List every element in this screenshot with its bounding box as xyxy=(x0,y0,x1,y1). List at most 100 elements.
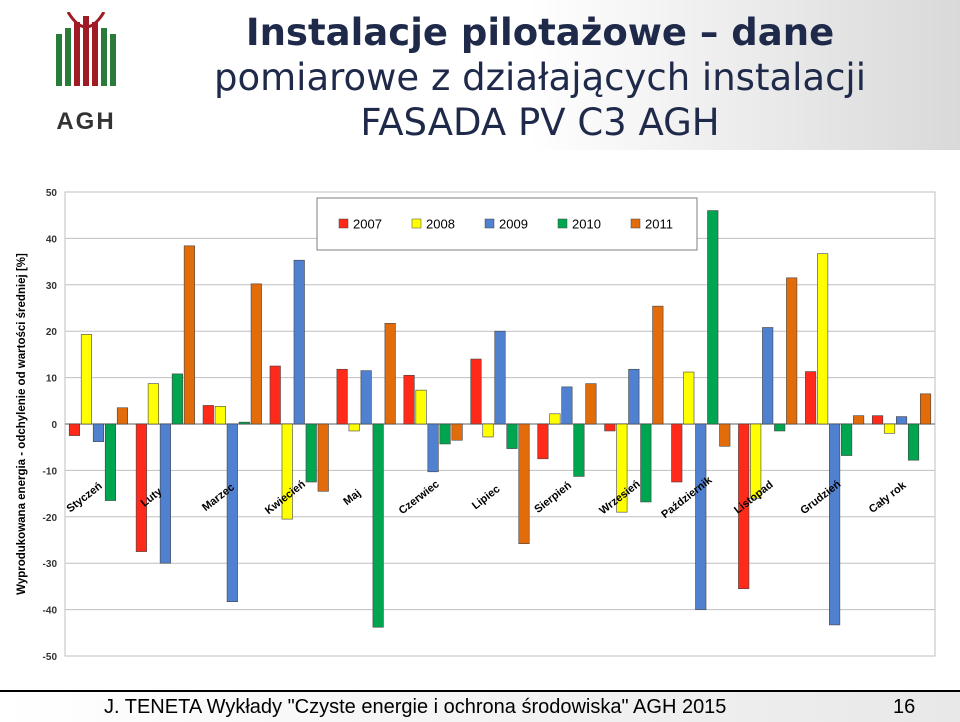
bar-2011 xyxy=(183,245,195,425)
agh-logo: AGH xyxy=(50,11,122,137)
bar-2007 xyxy=(604,423,616,432)
y-tick-label: 0 xyxy=(51,420,57,431)
bar-2007 xyxy=(871,415,884,425)
bar-2007 xyxy=(537,423,549,460)
bar-2009 xyxy=(494,330,506,425)
bar-2008 xyxy=(482,423,494,438)
title-line-2: pomiarowe z działających instalacji xyxy=(214,56,866,99)
bar-2011 xyxy=(451,423,463,441)
bar-2007 xyxy=(403,374,415,425)
bar-2010 xyxy=(506,423,518,449)
bar-2009 xyxy=(561,386,573,425)
legend-label-2011: 2011 xyxy=(645,217,673,232)
bar-2008 xyxy=(80,334,93,425)
bar-2011 xyxy=(719,423,731,447)
bar-2008 xyxy=(750,423,762,499)
page-number: 16 xyxy=(893,696,916,718)
bar-2009 xyxy=(427,423,439,473)
footer-text: J. TENETA Wykłady "Czyste energie i ochr… xyxy=(104,696,727,718)
legend-swatch-2007 xyxy=(338,218,349,229)
bar-2007 xyxy=(68,423,81,436)
y-tick-label: 10 xyxy=(46,374,58,385)
bar-2010 xyxy=(372,423,384,628)
bar-2009 xyxy=(628,368,640,425)
bar-2007 xyxy=(135,423,147,552)
legend-label-2008: 2008 xyxy=(426,217,455,232)
bar-2008 xyxy=(883,423,896,434)
bar-2008 xyxy=(817,253,829,425)
bar-2011 xyxy=(518,423,530,545)
bar-2011 xyxy=(384,323,396,425)
bar-2008 xyxy=(281,423,293,520)
bar-2010 xyxy=(907,423,920,461)
bar-2009 xyxy=(762,327,774,425)
bar-2008 xyxy=(214,406,226,425)
legend-swatch-2011 xyxy=(630,218,641,229)
y-tick-label: -20 xyxy=(43,513,58,524)
bar-2009 xyxy=(293,259,305,425)
bar-2011 xyxy=(116,407,129,425)
y-tick-label: -30 xyxy=(43,559,58,570)
bar-2007 xyxy=(336,368,348,425)
y-tick-label: -10 xyxy=(43,466,58,477)
bar-2011 xyxy=(853,415,865,425)
bar-2007 xyxy=(738,423,750,590)
bar-2011 xyxy=(919,393,932,425)
bar-2010 xyxy=(774,423,786,432)
bar-2009 xyxy=(829,423,841,626)
bar-2011 xyxy=(786,277,798,425)
bar-2010 xyxy=(171,373,183,425)
agh-logo-mark xyxy=(56,11,116,86)
bar-2010 xyxy=(238,421,250,425)
slide-footer xyxy=(0,690,960,722)
legend-label-2010: 2010 xyxy=(572,217,601,232)
bar-2007 xyxy=(269,365,281,425)
y-tick-label: 40 xyxy=(46,234,58,245)
bar-2010 xyxy=(841,423,853,456)
bar-2009 xyxy=(360,370,372,425)
bar-2011 xyxy=(585,383,597,425)
slide-header xyxy=(0,0,960,150)
legend-swatch-2010 xyxy=(557,218,568,229)
bar-2008 xyxy=(147,383,159,425)
bar-2010 xyxy=(305,423,317,483)
slide-title: Instalacje pilotażowe – dane pomiarowe z… xyxy=(140,10,940,145)
title-line-1: Instalacje pilotażowe – dane xyxy=(245,11,835,54)
bar-2009 xyxy=(226,423,238,603)
bar-2009 xyxy=(695,423,707,610)
y-tick-label: 20 xyxy=(46,327,58,338)
bar-2011 xyxy=(652,305,664,425)
bar-2011 xyxy=(317,423,329,492)
bar-2009 xyxy=(895,416,908,425)
bar-2008 xyxy=(683,371,695,425)
y-tick-label: -40 xyxy=(43,606,58,617)
bar-2008 xyxy=(616,423,628,513)
y-tick-label: 50 xyxy=(46,188,58,199)
title-line-3: FASADA PV C3 AGH xyxy=(360,101,720,144)
bar-2007 xyxy=(470,358,482,425)
bar-2011 xyxy=(250,283,262,425)
y-axis-label: Wyprodukowana energia - odchylenie od wa… xyxy=(16,253,28,595)
legend-swatch-2009 xyxy=(484,218,495,229)
bar-chart: -50 -40 -30 -20 -10 0 10 20 30 40 50 Wyprodukowana … xyxy=(16,188,936,663)
bar-2007 xyxy=(805,371,817,425)
bar-2010 xyxy=(707,210,719,425)
logo-text: AGH xyxy=(56,108,116,135)
bar-2008 xyxy=(549,413,561,425)
chart-area: -50 -40 -30 -20 -10 0 10 20 30 40 50 Wyprodukowana … xyxy=(10,180,945,680)
bar-2009 xyxy=(159,423,171,564)
bar-2007 xyxy=(202,405,214,425)
legend-label-2007: 2007 xyxy=(353,217,382,232)
legend-swatch-2008 xyxy=(411,218,422,229)
y-tick-label: -50 xyxy=(43,652,58,663)
y-tick-label: 30 xyxy=(46,281,58,292)
bar-2008 xyxy=(415,389,427,425)
bar-2009 xyxy=(92,423,105,442)
bar-2008 xyxy=(348,423,360,432)
bar-2010 xyxy=(104,423,117,501)
bar-2010 xyxy=(439,423,451,445)
bar-2010 xyxy=(640,423,652,503)
bar-2007 xyxy=(671,423,683,483)
bar-2010 xyxy=(573,423,585,477)
legend-label-2009: 2009 xyxy=(499,217,528,232)
